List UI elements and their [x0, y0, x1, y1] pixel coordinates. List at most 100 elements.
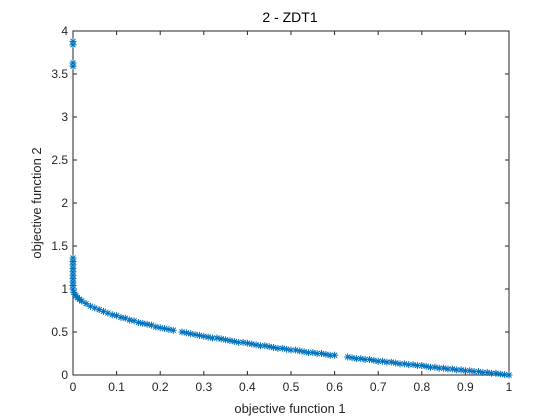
data-point-marker [422, 362, 430, 370]
data-point-marker [169, 326, 177, 334]
data-point-marker [304, 349, 312, 357]
data-point-marker [387, 358, 395, 366]
data-point-marker [453, 366, 461, 374]
data-point-marker [501, 371, 509, 379]
x-tick-label: 0.6 [326, 380, 343, 394]
data-point-marker [427, 363, 435, 371]
data-point-marker [326, 351, 334, 359]
data-point-marker [100, 307, 108, 315]
data-point-marker [130, 317, 138, 325]
data-point-marker [113, 312, 121, 320]
data-point-marker [195, 331, 203, 339]
y-tick-label: 1 [61, 282, 68, 296]
x-tick-label: 0.2 [152, 380, 169, 394]
data-point-marker [217, 335, 225, 343]
data-point-marker [143, 320, 151, 328]
y-axis-ticks: 0 0.5 1 1.5 2 2.5 3 3.5 4 [51, 24, 509, 382]
data-point-marker [313, 350, 321, 357]
data-point-marker [379, 357, 387, 365]
data-point-marker [278, 344, 286, 352]
data-point-marker [165, 325, 173, 333]
data-point-marker [505, 371, 513, 379]
data-point-marker [488, 369, 496, 377]
data-point-marker [243, 339, 251, 347]
data-point-marker [134, 319, 142, 327]
data-point-marker [418, 362, 426, 370]
plot-area-frame [72, 30, 510, 376]
data-point-marker [413, 362, 421, 370]
data-point-marker [492, 369, 500, 377]
chart-title: 2 - ZDT1 [262, 9, 317, 25]
data-point-marker [265, 343, 273, 351]
data-point-marker [348, 354, 356, 362]
y-tick-label: 4 [61, 24, 68, 38]
x-tick-label: 0.8 [413, 380, 430, 394]
data-point-marker [152, 323, 160, 331]
data-point-marker [352, 355, 360, 363]
data-point-marker [457, 366, 465, 374]
data-point-marker [291, 346, 299, 354]
data-point-marker [161, 325, 169, 333]
data-point-marker [483, 368, 491, 376]
data-point-marker [300, 348, 308, 356]
y-tick-label: 2 [61, 196, 68, 210]
data-point-marker [147, 321, 155, 329]
data-point-marker [283, 345, 291, 353]
y-tick-label: 3.5 [51, 67, 68, 81]
data-point-marker [344, 353, 352, 361]
x-tick-label: 0.5 [283, 380, 300, 394]
data-point-marker [222, 336, 230, 344]
data-point-marker [69, 285, 77, 293]
data-point-marker [248, 340, 256, 348]
data-point-marker [435, 364, 443, 372]
data-point-marker [70, 288, 78, 296]
data-point-marker [296, 347, 304, 355]
data-point-marker [383, 358, 391, 366]
data-point-marker [365, 356, 373, 364]
y-tick-label: 3 [61, 110, 68, 124]
data-point-marker [448, 365, 456, 373]
data-point-marker [178, 328, 186, 336]
data-point-marker [191, 331, 199, 339]
data-point-marker [470, 368, 478, 376]
data-point-marker [405, 361, 413, 369]
x-tick-label: 0.3 [195, 380, 212, 394]
data-point-marker [204, 333, 212, 341]
data-point-marker [69, 62, 77, 70]
data-point-marker [256, 342, 264, 350]
data-point-marker [230, 337, 238, 345]
data-point-marker [121, 314, 129, 322]
data-point-marker [209, 334, 217, 342]
data-point-marker [91, 304, 99, 312]
x-axis-label: objective function 1 [234, 401, 345, 416]
x-tick-label: 0 [70, 380, 77, 394]
data-point-marker [274, 344, 282, 352]
data-point-marker [117, 313, 125, 321]
data-point-marker [431, 363, 439, 371]
y-tick-label: 0.5 [51, 325, 68, 339]
data-point-marker [252, 341, 260, 349]
y-tick-label: 1.5 [51, 239, 68, 253]
data-point-marker [86, 302, 94, 310]
data-point-marker [361, 356, 369, 364]
data-point-marker [440, 364, 448, 372]
data-point-marker [479, 368, 487, 376]
data-point-marker [466, 367, 474, 375]
data-point-marker [261, 342, 269, 350]
data-point-marker [182, 329, 190, 337]
data-point-marker [239, 338, 247, 346]
data-point-marker [108, 311, 116, 319]
data-point-marker [496, 370, 504, 378]
data-point-marker [235, 338, 243, 346]
data-point-marker [126, 316, 134, 324]
data-point-marker [95, 306, 103, 314]
x-tick-label: 0.9 [457, 380, 474, 394]
data-point-marker [392, 359, 400, 367]
y-axis-label: objective function 2 [29, 147, 44, 258]
data-point-marker [104, 309, 112, 317]
data-points [69, 37, 513, 379]
data-point-marker [200, 332, 208, 340]
data-point-marker [322, 350, 330, 358]
data-point-marker [400, 360, 408, 368]
